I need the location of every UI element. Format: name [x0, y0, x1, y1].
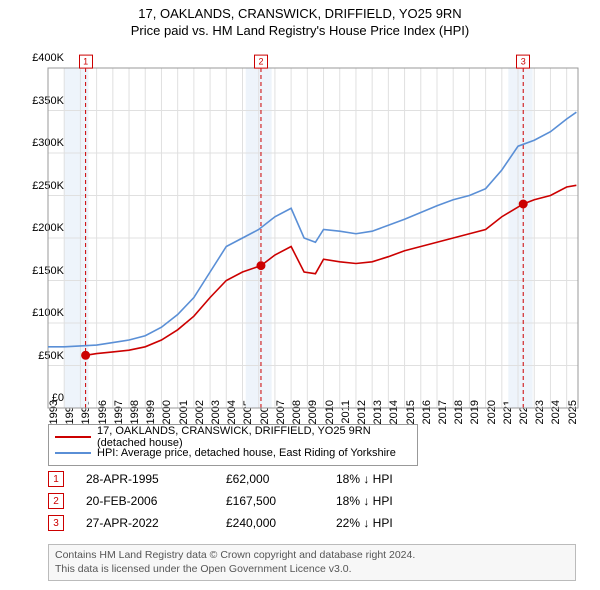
event-badge-icon: 2	[48, 493, 64, 509]
legend-swatch-icon	[55, 436, 91, 438]
footer-line: Contains HM Land Registry data © Crown c…	[55, 549, 569, 563]
event-price: £167,500	[226, 494, 336, 508]
event-row: 1 28-APR-1995 £62,000 18% ↓ HPI	[48, 468, 446, 490]
legend-label: 17, OAKLANDS, CRANSWICK, DRIFFIELD, YO25…	[97, 425, 411, 449]
event-marker-badge: 1	[79, 55, 93, 69]
chart-container: 17, OAKLANDS, CRANSWICK, DRIFFIELD, YO25…	[0, 0, 600, 590]
event-marker-badge: 2	[254, 55, 268, 69]
title-block: 17, OAKLANDS, CRANSWICK, DRIFFIELD, YO25…	[0, 0, 600, 38]
events-table: 1 28-APR-1995 £62,000 18% ↓ HPI 2 20-FEB…	[48, 468, 446, 534]
event-badge-icon: 1	[48, 471, 64, 487]
legend-item: HPI: Average price, detached house, East…	[55, 445, 411, 461]
plot-svg	[48, 58, 578, 418]
event-hpi: 18% ↓ HPI	[336, 494, 446, 508]
footer-line: This data is licensed under the Open Gov…	[55, 563, 569, 577]
legend: 17, OAKLANDS, CRANSWICK, DRIFFIELD, YO25…	[48, 424, 418, 466]
event-date: 27-APR-2022	[86, 516, 226, 530]
legend-swatch-icon	[55, 452, 91, 454]
attribution-footer: Contains HM Land Registry data © Crown c…	[48, 544, 576, 581]
event-hpi: 18% ↓ HPI	[336, 472, 446, 486]
chart-subtitle: Price paid vs. HM Land Registry's House …	[0, 23, 600, 38]
event-row: 3 27-APR-2022 £240,000 22% ↓ HPI	[48, 512, 446, 534]
legend-label: HPI: Average price, detached house, East…	[97, 447, 396, 459]
event-date: 28-APR-1995	[86, 472, 226, 486]
legend-item: 17, OAKLANDS, CRANSWICK, DRIFFIELD, YO25…	[55, 429, 411, 445]
event-row: 2 20-FEB-2006 £167,500 18% ↓ HPI	[48, 490, 446, 512]
event-badge-icon: 3	[48, 515, 64, 531]
event-date: 20-FEB-2006	[86, 494, 226, 508]
event-price: £240,000	[226, 516, 336, 530]
event-price: £62,000	[226, 472, 336, 486]
plot-area	[48, 58, 578, 418]
event-marker-badge: 3	[516, 55, 530, 69]
event-hpi: 22% ↓ HPI	[336, 516, 446, 530]
chart-title: 17, OAKLANDS, CRANSWICK, DRIFFIELD, YO25…	[0, 6, 600, 21]
